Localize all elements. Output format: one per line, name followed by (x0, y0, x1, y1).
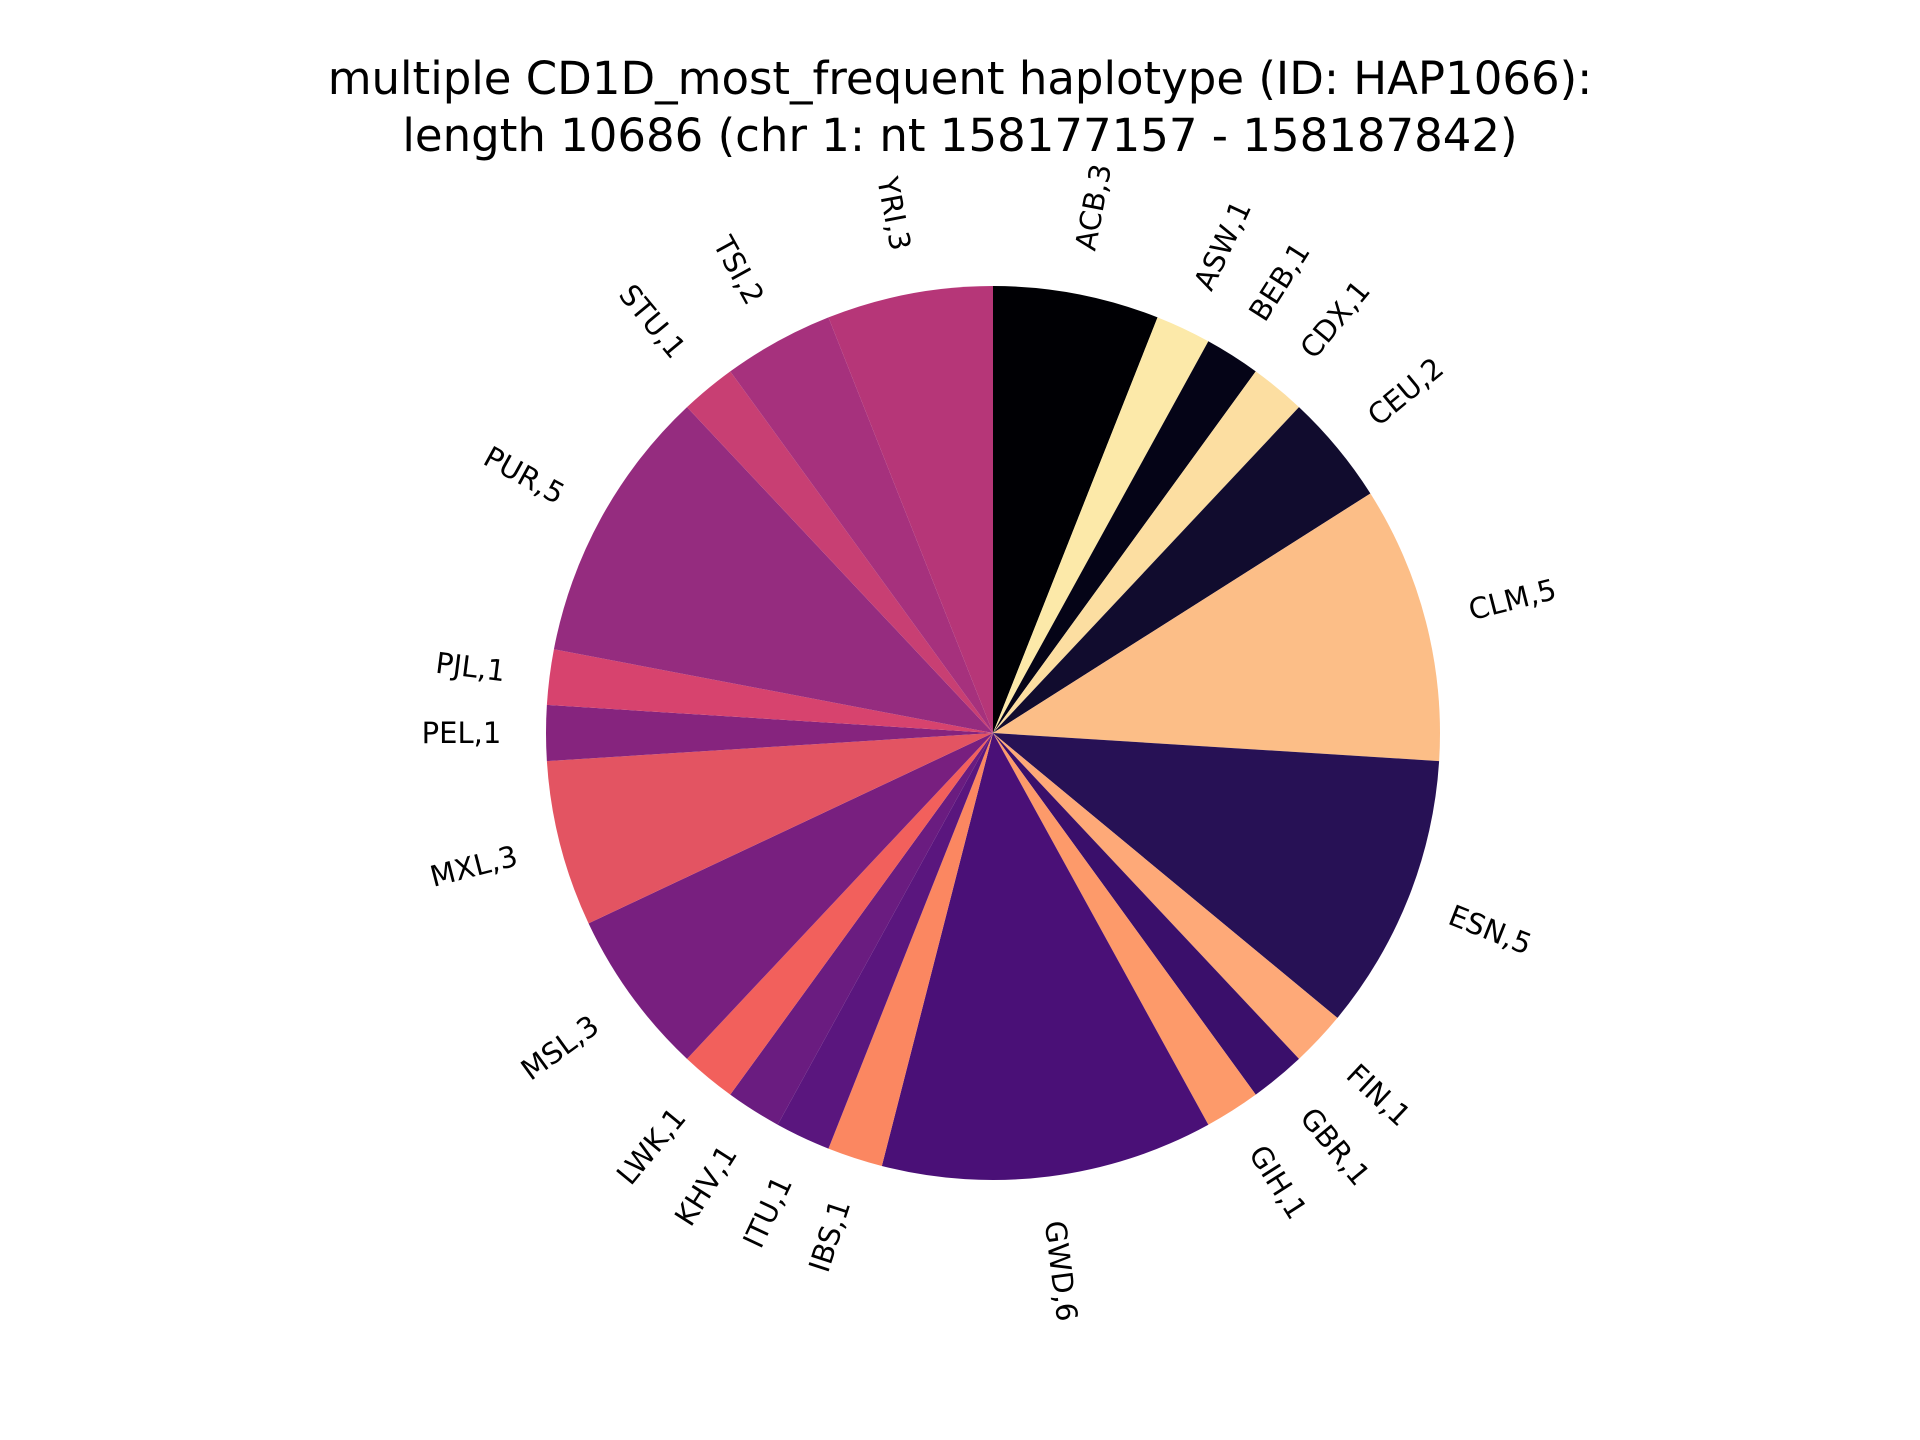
pie-slice-esn (993, 733, 1440, 1018)
pie-slice-lwk (687, 733, 993, 1095)
slice-label-khv: KHV,1 (668, 1139, 744, 1232)
slice-label-gih: GIH,1 (1242, 1139, 1314, 1225)
pie-slice-mxl (546, 733, 993, 924)
pie-slice-pel (545, 704, 993, 762)
slice-label-asw: ASW,1 (1187, 195, 1258, 295)
pie-slice-msl (588, 733, 993, 1059)
slice-label-yri: YRI,3 (870, 173, 917, 253)
slice-label-acb: ACB,3 (1068, 161, 1118, 253)
slice-label-pel: PEL,1 (422, 716, 502, 750)
slice-label-msl: MSL,3 (515, 1008, 606, 1087)
pie-slice-pur (553, 407, 993, 733)
pie-slice-stu (687, 371, 993, 733)
slice-label-esn: ESN,5 (1444, 898, 1537, 961)
pie-slice-beb (993, 341, 1256, 733)
slice-label-clm: CLM,5 (1465, 572, 1560, 627)
pie-slice-khv (730, 733, 993, 1125)
slice-label-mxl: MXL,3 (427, 839, 521, 894)
slice-label-pjl: PJL,1 (434, 646, 508, 688)
slice-label-gwd: GWD,6 (1038, 1219, 1084, 1324)
chart-title-line-1: multiple CD1D_most_frequent haplotype (I… (327, 52, 1593, 105)
pie-slice-gbr (993, 733, 1299, 1095)
pie-slice-ceu (993, 407, 1371, 733)
pie-slice-cdx (993, 371, 1299, 733)
slice-label-stu: STU,1 (612, 278, 692, 365)
slice-label-cdx: CDX,1 (1293, 274, 1377, 365)
pie-slice-clm (993, 493, 1441, 762)
pie-slice-ibs (828, 733, 993, 1166)
pie-slice-tsi (730, 317, 993, 733)
pie-slice-gwd (881, 733, 1209, 1181)
pie-slice-acb (993, 286, 1158, 733)
slice-label-pur: PUR,5 (478, 440, 570, 511)
slice-label-itu: ITU,1 (736, 1171, 799, 1253)
slice-label-tsi: TSI,2 (706, 230, 771, 311)
pie-slice-fin (993, 733, 1338, 1059)
slice-label-ibs: IBS,1 (802, 1195, 857, 1276)
slice-label-gbr: GBR,1 (1293, 1101, 1377, 1192)
pie-slice-yri (828, 286, 993, 733)
slice-label-ceu: CEU,2 (1361, 351, 1450, 433)
slice-label-fin: FIN,1 (1340, 1057, 1418, 1133)
chart-title: multiple CD1D_most_frequent haplotype (I… (0, 50, 1920, 164)
chart-title-line-2: length 10686 (chr 1: nt 158177157 - 1581… (402, 109, 1518, 162)
pie-slice-pjl (546, 649, 993, 733)
pie-slices (545, 286, 1441, 1181)
slice-label-lwk: LWK,1 (610, 1101, 693, 1191)
slice-label-beb: BEB,1 (1242, 236, 1317, 327)
pie-slice-asw (993, 317, 1209, 733)
pie-slice-itu (777, 733, 993, 1149)
pie-slice-gih (993, 733, 1256, 1125)
